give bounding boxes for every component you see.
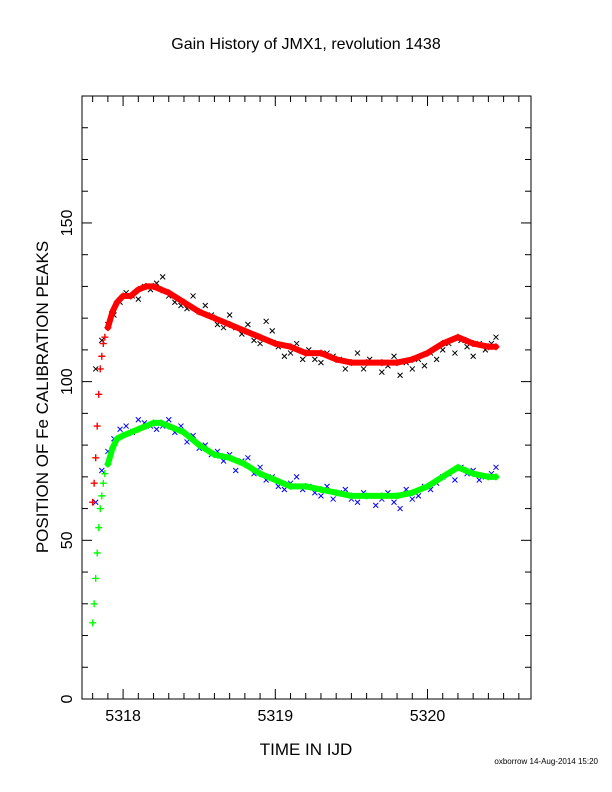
data-point <box>330 496 336 502</box>
data-point <box>452 477 458 483</box>
data-point <box>245 321 251 328</box>
data-point <box>397 372 403 379</box>
data-point <box>299 356 306 363</box>
x-tick-label: 5319 <box>258 708 294 725</box>
data-point <box>93 549 101 557</box>
data-point <box>117 426 123 433</box>
data-point <box>470 353 477 360</box>
data-point <box>190 293 196 299</box>
data-point <box>98 352 106 360</box>
data-point <box>287 350 294 356</box>
data-point <box>92 366 99 372</box>
data-point <box>354 499 361 506</box>
data-point <box>269 327 276 334</box>
data-point <box>372 502 379 509</box>
data-marks <box>89 274 500 627</box>
x-tick-label: 5318 <box>105 708 141 725</box>
data-point <box>226 312 233 318</box>
data-point <box>312 356 318 363</box>
data-point <box>354 350 361 356</box>
data-point <box>135 296 142 302</box>
data-point <box>202 302 209 309</box>
data-point <box>257 340 263 347</box>
plot-frame <box>81 95 532 700</box>
data-point <box>232 467 239 474</box>
data-point <box>95 524 103 532</box>
data-point <box>90 600 98 608</box>
data-point <box>245 454 251 461</box>
data-point <box>263 318 270 325</box>
data-point <box>159 274 166 280</box>
data-point <box>101 470 109 478</box>
data-point <box>409 366 416 372</box>
data-point <box>452 350 458 356</box>
data-point <box>89 498 97 506</box>
data-point <box>318 493 324 499</box>
data-point <box>89 619 97 627</box>
data-point <box>93 422 101 430</box>
data-point <box>293 473 300 480</box>
data-point <box>92 454 100 462</box>
data-point <box>391 353 397 360</box>
data-point <box>135 416 142 423</box>
data-point <box>95 390 103 398</box>
data-point <box>360 366 367 372</box>
fit-curve <box>104 283 499 366</box>
data-point <box>439 347 446 353</box>
data-point <box>342 366 349 372</box>
data-point <box>493 334 499 341</box>
series-1 <box>92 416 499 512</box>
data-point <box>281 486 288 493</box>
chart-title: Gain History of JMX1, revolution 1438 <box>171 36 441 53</box>
axis-ticks: 0 50 100 150 5318 5319 5320 <box>59 95 531 725</box>
data-point <box>378 369 385 375</box>
data-point <box>251 337 257 344</box>
data-point <box>281 353 288 360</box>
data-point <box>184 439 190 445</box>
data-point <box>409 496 416 502</box>
data-point <box>92 574 100 582</box>
data-point <box>433 356 440 363</box>
data-point <box>220 324 227 331</box>
data-point <box>165 416 172 423</box>
series-2 <box>89 282 500 506</box>
data-point <box>415 493 422 499</box>
data-point <box>123 423 129 429</box>
data-point <box>98 467 105 474</box>
x-tick-label: 5320 <box>410 708 446 725</box>
data-point <box>391 499 397 506</box>
data-point <box>96 365 104 373</box>
x-axis-label: TIME IN IJD <box>260 740 353 759</box>
y-tick-label: 0 <box>59 694 76 703</box>
y-tick-label: 50 <box>59 531 76 549</box>
y-axis-label: POSITION OF Fe CALIBRATION PEAKS <box>33 241 52 553</box>
data-point <box>421 362 428 369</box>
data-point <box>293 340 300 347</box>
y-tick-label: 150 <box>59 210 76 237</box>
fit-curve <box>104 419 499 499</box>
data-point <box>98 492 106 500</box>
data-point <box>257 464 263 471</box>
data-point <box>90 479 98 487</box>
data-point <box>99 479 107 487</box>
y-tick-label: 100 <box>59 368 76 395</box>
data-point <box>101 333 109 341</box>
data-point <box>96 505 104 513</box>
data-point <box>153 426 160 433</box>
data-point <box>99 340 107 348</box>
data-point <box>464 343 470 350</box>
data-point <box>397 505 403 512</box>
data-point <box>318 359 324 366</box>
footer-stamp: oxborrow 14-Aug-2014 15:20 <box>494 757 598 766</box>
data-point <box>493 464 499 471</box>
series-3 <box>89 419 500 627</box>
